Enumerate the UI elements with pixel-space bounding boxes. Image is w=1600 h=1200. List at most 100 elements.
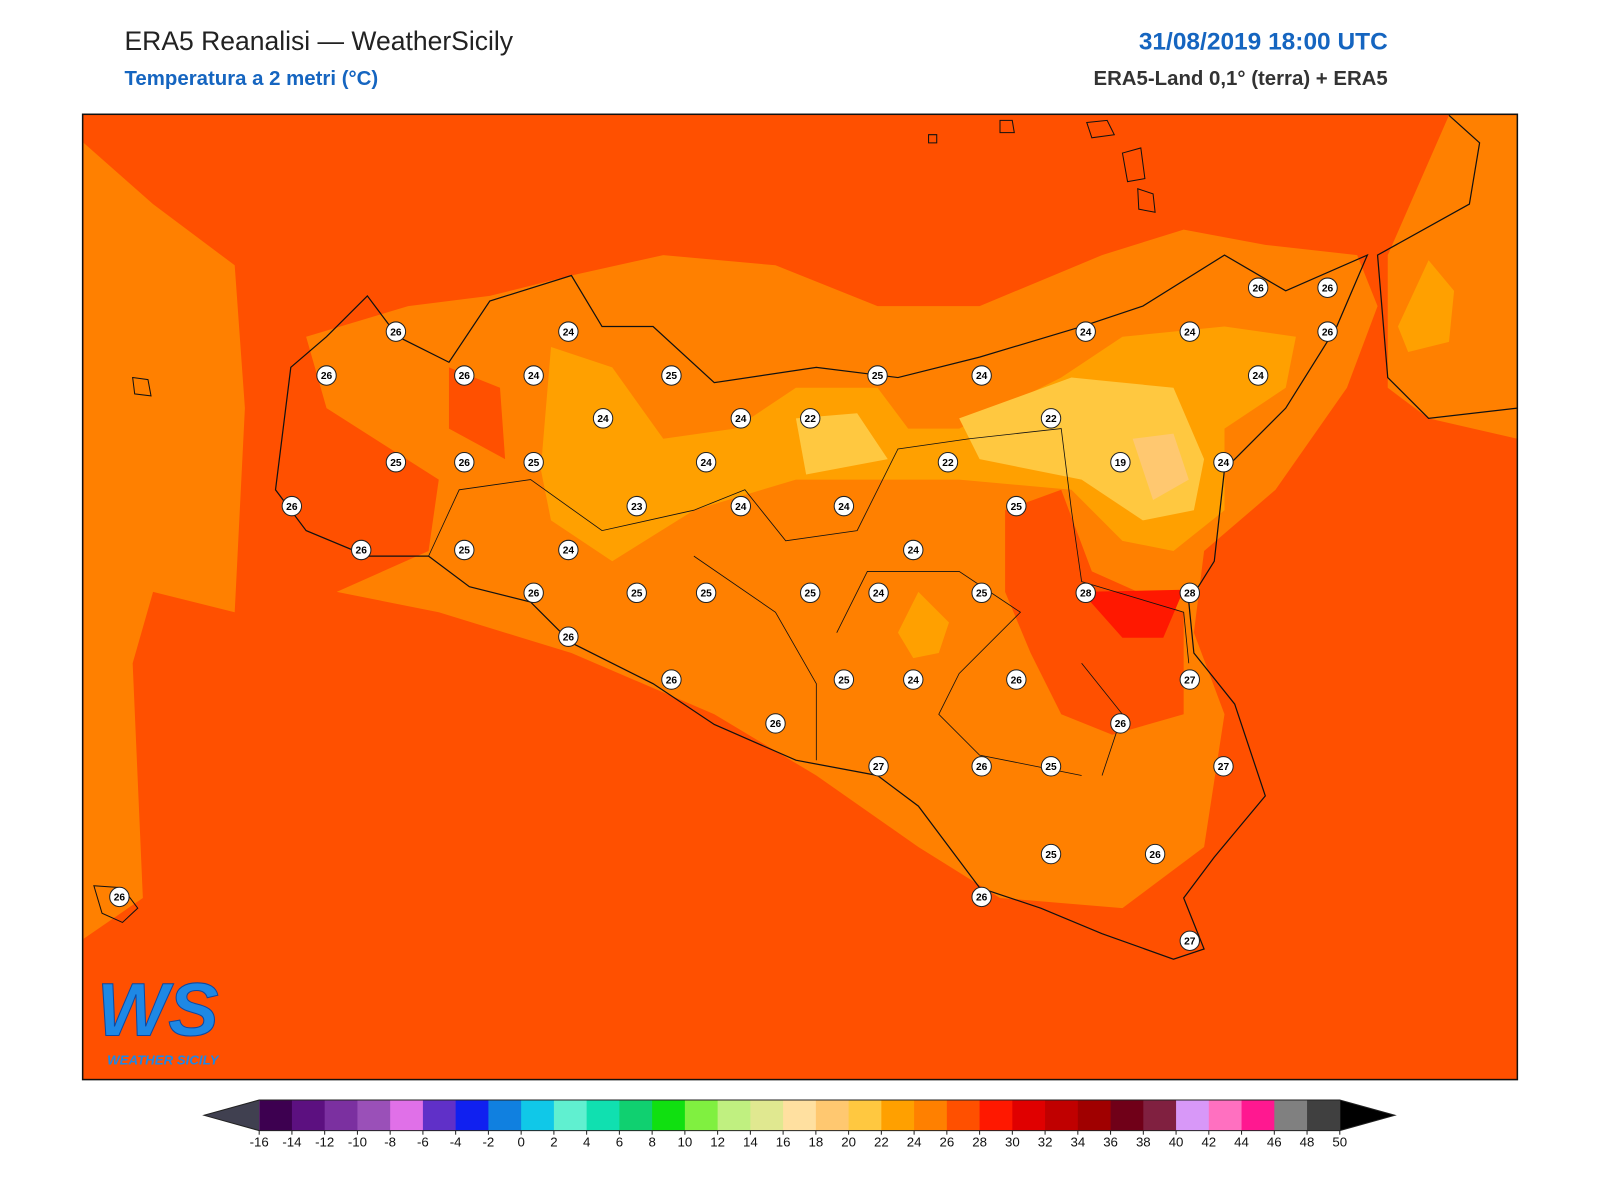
station-value: 28 — [1184, 589, 1196, 600]
province-border — [428, 428, 1190, 776]
station-marker — [523, 452, 544, 473]
source: ERA5-Land 0,1° (terra) + ERA5 — [1093, 68, 1387, 90]
station-value: 23 — [631, 502, 643, 513]
station-marker — [454, 452, 475, 473]
station-marker — [800, 408, 821, 429]
station-value: 22 — [805, 414, 817, 425]
station-marker — [1040, 843, 1062, 865]
map — [81, 113, 1519, 1081]
station-value: 24 — [1184, 327, 1196, 338]
colorbar: -16 -14 -12 -10 -8 -6 -4 -2 0 2 4 6 8 10 12 14 16 18 20 22 2… — [202, 1099, 1397, 1149]
coastline — [274, 253, 1369, 960]
contour — [1387, 115, 1518, 439]
station-marker — [351, 539, 372, 561]
station-marker — [626, 495, 647, 517]
station-value: 25 — [872, 371, 884, 382]
station-marker — [316, 365, 337, 386]
station-marker — [868, 756, 889, 777]
station-marker — [1075, 582, 1096, 604]
station-value: 24 — [976, 371, 988, 382]
colorbar-tick-label: 14 — [743, 1134, 758, 1149]
station-value: 26 — [1115, 719, 1127, 730]
station-value: 26 — [563, 632, 575, 643]
logo-initials: WS — [97, 968, 219, 1052]
colorbar-segment — [586, 1100, 620, 1131]
colorbar-segment — [619, 1100, 653, 1131]
station-marker — [903, 669, 924, 690]
station-marker — [937, 452, 959, 473]
station-marker — [800, 582, 821, 604]
colorbar-tick-label: 44 — [1234, 1134, 1249, 1149]
colorbar-tick-label: 36 — [1103, 1134, 1118, 1149]
station-marker — [833, 669, 855, 690]
station-marker — [971, 582, 992, 604]
station-marker — [1317, 321, 1338, 342]
colorbar-segment — [1077, 1100, 1112, 1131]
station-marker — [523, 365, 544, 386]
coastline — [1376, 114, 1518, 420]
colorbar-segment — [1176, 1100, 1210, 1131]
station-value: 25 — [1011, 502, 1023, 513]
station-marker — [1179, 669, 1200, 690]
station-value: 26 — [1322, 327, 1334, 338]
station-value: 26 — [1322, 283, 1334, 294]
colorbar-segment — [1208, 1100, 1243, 1131]
colorbar-tick-label: -12 — [315, 1134, 334, 1149]
subtitle: Temperatura a 2 metri (°C) — [124, 68, 378, 90]
station-value: 24 — [908, 675, 920, 686]
island — [93, 119, 1156, 924]
station-marker — [1179, 321, 1200, 342]
station-marker — [661, 669, 682, 690]
station-value: 27 — [873, 762, 885, 773]
colorbar-tick-label: 8 — [648, 1134, 655, 1149]
colorbar-segment — [1110, 1100, 1144, 1131]
station-value: 25 — [838, 675, 850, 686]
colorbar-segment — [783, 1100, 817, 1131]
colorbar-segment — [422, 1100, 457, 1131]
station-value: 25 — [390, 458, 402, 469]
map-frame — [81, 113, 1519, 1081]
colorbar-tick-label: 4 — [583, 1134, 590, 1149]
station-value: 25 — [1045, 850, 1057, 861]
colorbar-segment — [881, 1100, 915, 1131]
colorbar-tick-label: -16 — [250, 1134, 269, 1149]
station-value: 19 — [1115, 458, 1127, 469]
station-value: 26 — [1149, 850, 1161, 861]
colorbar-segment — [521, 1100, 555, 1131]
colorbar-tick-label: 16 — [776, 1134, 791, 1149]
contour — [1397, 260, 1455, 353]
station-marker — [661, 365, 682, 386]
colorbar-tick-label: -2 — [483, 1134, 495, 1149]
station-value: 26 — [286, 502, 298, 513]
station-value: 26 — [114, 893, 126, 904]
colorbar-segment — [291, 1100, 326, 1131]
station-marker — [1213, 452, 1234, 473]
station-marker — [1006, 669, 1027, 690]
station-value: 24 — [873, 589, 885, 600]
station-marker — [1213, 756, 1234, 777]
station-marker — [558, 321, 579, 342]
station-value: 27 — [1218, 762, 1230, 773]
colorbar-tick-label: 32 — [1038, 1134, 1053, 1149]
station-marker — [1179, 930, 1200, 952]
colorbar-tick-label: 30 — [1005, 1134, 1020, 1149]
colorbar-tick-label: 6 — [616, 1134, 623, 1149]
colorbar-segment — [357, 1100, 391, 1131]
colorbar-tick-label: 26 — [939, 1134, 954, 1149]
station-value: 26 — [770, 719, 782, 730]
colorbar-segment — [324, 1100, 358, 1131]
station-value: 26 — [390, 327, 402, 338]
colorbar-tick-label: 34 — [1070, 1134, 1085, 1149]
colorbar-tick-label: 12 — [710, 1134, 725, 1149]
station-marker — [730, 495, 752, 517]
station-marker — [695, 582, 717, 604]
colorbar-segment — [979, 1100, 1013, 1131]
station-marker — [1110, 452, 1131, 473]
contour — [897, 591, 949, 659]
station-value: 22 — [1045, 414, 1057, 425]
station-marker — [385, 452, 407, 473]
station-value: 24 — [735, 502, 747, 513]
colorbar-tick-label: 48 — [1300, 1134, 1315, 1149]
